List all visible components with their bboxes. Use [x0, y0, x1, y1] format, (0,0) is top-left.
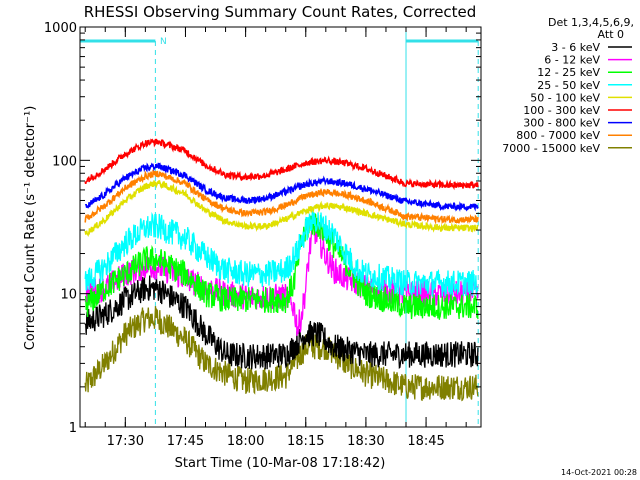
x-tick-label: 18:00 — [227, 434, 264, 449]
timestamp-label: 14-Oct-2021 00:28 — [561, 468, 637, 477]
legend-label-5: 100 - 300 keV — [523, 104, 600, 117]
x-tick-label: 17:30 — [107, 434, 144, 449]
y-axis: 1 10 100 1000 — [44, 21, 481, 436]
legend-header-line-2: Att 0 — [598, 28, 624, 41]
y-tick-label: 1 — [69, 421, 77, 436]
y-tick-label: 1000 — [44, 21, 77, 36]
plot-frame — [79, 26, 482, 428]
chart-title: RHESSI Observing Summary Count Rates, Co… — [84, 3, 477, 21]
series-line-2 — [84, 213, 479, 320]
y-tick-label: 100 — [52, 154, 77, 169]
series-line-0 — [84, 275, 479, 370]
series-lines — [84, 138, 479, 402]
x-tick-label: 17:45 — [167, 434, 204, 449]
legend-label-4: 50 - 100 keV — [530, 91, 600, 104]
y-tick-label: 10 — [60, 288, 77, 303]
series-line-7 — [84, 169, 479, 225]
legend-header-line-1: Det 1,3,4,5,6,9, — [548, 16, 634, 29]
legend-label-1: 6 - 12 keV — [544, 54, 600, 67]
x-tick-label: 18:15 — [287, 434, 324, 449]
x-axis: 17:30 17:45 18:00 18:15 18:30 18:45 — [84, 27, 467, 449]
legend-label-3: 25 - 50 keV — [537, 79, 600, 92]
series-line-6 — [84, 162, 479, 212]
series-line-3 — [84, 206, 479, 297]
x-tick-label: 18:30 — [347, 434, 384, 449]
y-axis-label: Corrected Count Rate (s⁻¹ detector⁻¹) — [23, 106, 38, 351]
series-line-8 — [84, 306, 479, 402]
legend-label-7: 800 - 7000 keV — [516, 129, 600, 142]
x-tick-label: 18:45 — [407, 434, 444, 449]
legend-label-2: 12 - 25 keV — [537, 66, 600, 79]
legend-label-8: 7000 - 15000 keV — [502, 142, 600, 155]
series-line-4 — [84, 180, 479, 238]
series-line-5 — [84, 138, 479, 191]
legend-label-6: 300 - 800 keV — [523, 117, 600, 130]
plot-border — [79, 26, 482, 428]
annotation-label-0: N — [160, 37, 167, 47]
x-axis-label: Start Time (10-Mar-08 17:18:42) — [175, 456, 386, 471]
legend-label-0: 3 - 6 keV — [551, 41, 600, 54]
